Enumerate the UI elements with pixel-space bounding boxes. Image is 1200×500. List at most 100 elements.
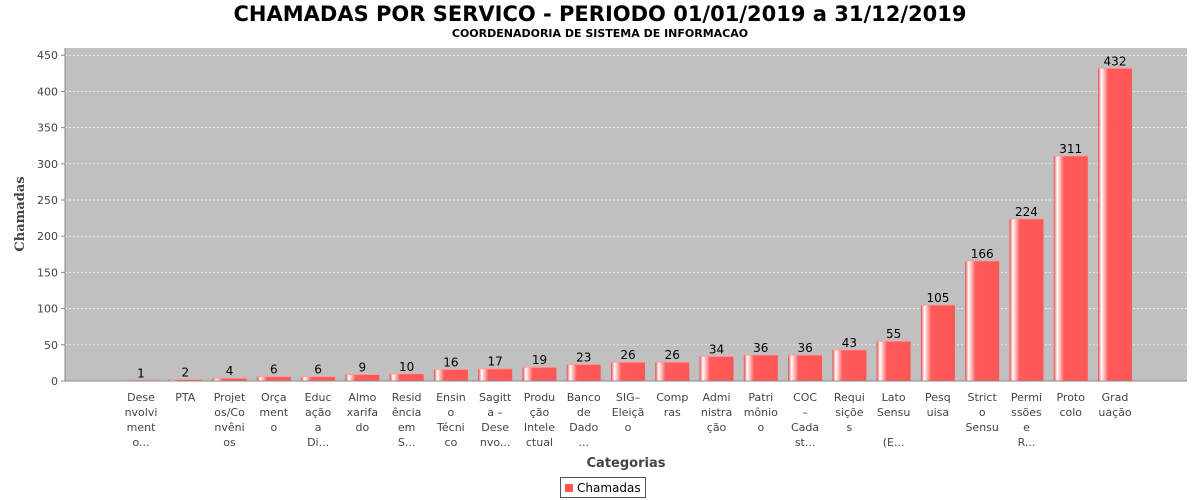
gridlines	[65, 54, 1187, 346]
x-tick-label: Admi	[702, 391, 730, 404]
data-label: 311	[1059, 142, 1082, 156]
x-tick-label: (E...	[883, 436, 905, 449]
data-label: 36	[753, 341, 768, 355]
bar	[212, 378, 247, 381]
x-tick-label: Eleiçã	[612, 406, 645, 419]
bar	[433, 369, 468, 381]
bar	[566, 364, 601, 381]
x-tick-label: Intele	[524, 421, 555, 434]
x-tick-label: Permi	[1011, 391, 1042, 404]
bar	[256, 376, 291, 381]
x-tick-label: os	[223, 436, 236, 449]
data-label: 26	[665, 348, 680, 362]
bar	[1053, 155, 1088, 381]
data-label: 23	[576, 350, 591, 364]
x-tick-label: Sagitt	[479, 391, 512, 404]
x-tick-label: Grad	[1102, 391, 1129, 404]
x-tick-label: os/Co	[214, 406, 245, 419]
x-tick-label: s	[846, 421, 852, 434]
x-tick-label: Ensin	[436, 391, 466, 404]
x-tick-label: a –	[487, 406, 503, 419]
bar	[301, 376, 336, 381]
x-tick-label: COC	[793, 391, 817, 404]
y-axis-title: Chamadas	[13, 176, 28, 251]
bar	[965, 260, 1000, 381]
bar	[920, 304, 955, 381]
x-tick-label: ...	[578, 436, 589, 449]
bar	[788, 354, 823, 381]
x-tick-label: Cada	[791, 421, 819, 434]
x-tick-label: nvo...	[480, 436, 511, 449]
x-tick-label: uisa	[927, 406, 950, 419]
chart-title: CHAMADAS POR SERVICO - PERIODO 01/01/201…	[233, 2, 967, 26]
x-tick-label: xarifa	[347, 406, 378, 419]
x-tick-label: ção	[707, 421, 727, 434]
data-label: 224	[1015, 205, 1038, 219]
bar	[699, 356, 734, 381]
x-tick-label: ção	[530, 406, 550, 419]
x-tick-label: uação	[1098, 406, 1132, 419]
data-label: 6	[270, 363, 278, 377]
x-tick-label: nvolvi	[125, 406, 158, 419]
x-tick-label: –	[802, 406, 808, 419]
data-label: 166	[971, 247, 994, 261]
y-tick-label: 400	[37, 85, 58, 98]
x-tick-label: Banco	[567, 391, 601, 404]
data-label: 17	[488, 355, 503, 369]
plot-area	[65, 48, 1187, 381]
axes: 0 50 100 150 200 250 300 350 400 450 Dese nvolvi men…	[37, 48, 1187, 449]
data-label: 55	[886, 327, 901, 341]
bar	[876, 341, 911, 381]
x-tick-label: Lato	[882, 391, 906, 404]
data-label: 4	[226, 364, 234, 378]
x-tick-label: siçõe	[835, 406, 864, 419]
bar	[1009, 218, 1044, 381]
y-tick-label: 50	[44, 339, 58, 352]
x-tick-label: ctual	[526, 436, 553, 449]
x-tick-label: Produ	[524, 391, 555, 404]
x-tick-label: de	[577, 406, 591, 419]
x-tick-label: o	[979, 406, 986, 419]
x-tick-label: o	[625, 421, 632, 434]
x-tick-label: Comp	[656, 391, 688, 404]
bar	[743, 354, 778, 381]
bar	[478, 368, 513, 381]
bar	[1098, 68, 1132, 381]
legend: Chamadas	[560, 477, 646, 498]
x-tick-label: a	[315, 421, 322, 434]
y-tick-label: 200	[37, 230, 58, 243]
x-tick-label: ação	[305, 406, 332, 419]
x-tick-label: Patri	[748, 391, 773, 404]
data-label: 43	[842, 336, 857, 350]
x-tick-label: st...	[795, 436, 816, 449]
x-tick-label: mônio	[744, 406, 778, 419]
chart-subtitle: COORDENADORIA DE SISTEMA DE INFORMACAO	[451, 27, 749, 40]
x-tick-label: Técni	[436, 421, 465, 434]
x-tick-label: Requi	[834, 391, 865, 404]
x-tick-label: Dese	[481, 421, 509, 434]
x-tick-label: Resid	[392, 391, 422, 404]
x-tick-label: co	[445, 436, 458, 449]
x-tick-label: colo	[1059, 406, 1082, 419]
x-tick-label: o	[270, 421, 277, 434]
x-tick-label: ment	[127, 421, 156, 434]
x-axis-title: Categorias	[587, 456, 666, 471]
x-tick-label: Almo	[348, 391, 376, 404]
data-label: 19	[532, 353, 547, 367]
bar	[168, 379, 203, 381]
x-tick-label: ência	[392, 406, 422, 419]
y-tick-label: 250	[37, 194, 58, 207]
x-tick-label: Dese	[127, 391, 155, 404]
x-tick-label: Di...	[307, 436, 329, 449]
y-tick-label: 300	[37, 158, 58, 171]
data-label: 34	[709, 342, 724, 356]
data-label: 36	[797, 341, 812, 355]
bar	[832, 349, 867, 381]
bar	[389, 373, 424, 381]
x-tick-label: o	[448, 406, 455, 419]
x-tick-label: Sensu	[965, 421, 998, 434]
data-label: 10	[399, 360, 414, 374]
x-tick-label: Orça	[261, 391, 287, 404]
x-tick-label: e	[1023, 421, 1030, 434]
bar	[522, 367, 557, 381]
